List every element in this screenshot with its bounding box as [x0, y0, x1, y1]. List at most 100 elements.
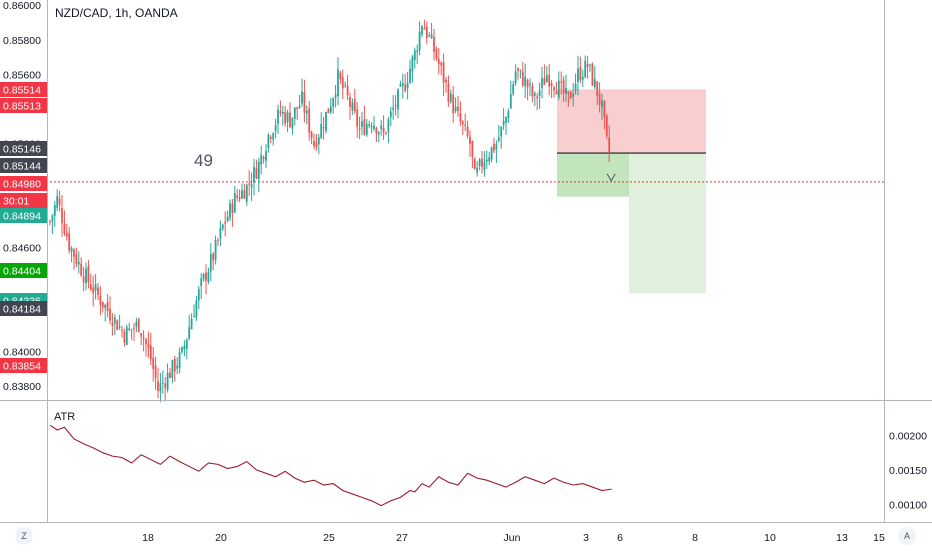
price-tag[interactable] [0, 193, 47, 208]
candle-body[interactable] [380, 125, 383, 129]
candle-body[interactable] [466, 126, 469, 137]
candle-body[interactable] [387, 119, 390, 133]
candle-body[interactable] [565, 87, 567, 95]
candle-body[interactable] [512, 84, 515, 94]
candle-body[interactable] [509, 94, 512, 109]
candle-body[interactable] [125, 326, 128, 346]
candle-body[interactable] [205, 272, 207, 281]
candle-body[interactable] [586, 63, 589, 68]
price-tag[interactable] [0, 301, 47, 316]
candle-body[interactable] [161, 382, 164, 384]
candle-body[interactable] [519, 69, 522, 71]
candle-body[interactable] [75, 254, 78, 264]
candle-body[interactable] [560, 81, 563, 83]
candle-body[interactable] [245, 184, 248, 202]
candle-body[interactable] [118, 326, 121, 328]
candle-body[interactable] [409, 68, 411, 83]
candle-body[interactable] [591, 63, 594, 86]
candle-body[interactable] [569, 92, 572, 99]
candle-body[interactable] [197, 289, 200, 301]
candle-body[interactable] [428, 35, 431, 37]
candle-body[interactable] [289, 112, 291, 128]
candle-body[interactable] [358, 128, 361, 130]
candle-body[interactable] [193, 316, 195, 318]
candle-body[interactable] [495, 144, 498, 150]
candle-body[interactable] [305, 110, 308, 114]
candle-body[interactable] [356, 109, 359, 127]
candle-body[interactable] [178, 352, 181, 368]
candle-body[interactable] [418, 31, 421, 51]
candle-body[interactable] [310, 131, 313, 139]
candle-body[interactable] [416, 50, 419, 52]
candle-body[interactable] [545, 75, 548, 82]
candle-body[interactable] [377, 132, 380, 134]
price-tag[interactable] [0, 82, 47, 97]
candle-body[interactable] [99, 295, 102, 305]
candle-body[interactable] [274, 125, 277, 132]
candle-body[interactable] [337, 69, 339, 97]
candle-body[interactable] [183, 345, 186, 350]
candle-body[interactable] [56, 196, 59, 208]
candle-body[interactable] [279, 111, 282, 114]
candle-body[interactable] [154, 365, 157, 379]
candle-body[interactable] [524, 76, 527, 86]
candle-body[interactable] [442, 62, 445, 83]
candle-body[interactable] [529, 83, 531, 86]
candle-body[interactable] [497, 137, 500, 141]
candle-body[interactable] [601, 100, 603, 108]
candle-body[interactable] [301, 91, 303, 104]
target-zone-1[interactable] [557, 153, 629, 197]
candle-body[interactable] [214, 240, 217, 260]
candle-body[interactable] [593, 79, 596, 88]
candle-body[interactable] [49, 221, 51, 223]
candle-body[interactable] [224, 221, 227, 224]
candle-body[interactable] [207, 272, 210, 282]
candle-body[interactable] [169, 372, 171, 379]
candle-body[interactable] [85, 268, 87, 284]
candle-body[interactable] [332, 98, 335, 107]
candle-body[interactable] [485, 159, 488, 162]
candle-body[interactable] [94, 284, 97, 291]
candle-body[interactable] [65, 233, 68, 237]
candle-body[interactable] [317, 137, 320, 145]
candle-body[interactable] [605, 115, 608, 136]
candle-body[interactable] [171, 360, 174, 378]
candle-body[interactable] [322, 127, 325, 129]
candle-body[interactable] [531, 85, 534, 97]
candle-body[interactable] [87, 266, 90, 283]
candle-body[interactable] [370, 126, 373, 128]
candle-body[interactable] [351, 102, 354, 111]
candle-body[interactable] [430, 34, 433, 38]
candle-body[interactable] [61, 207, 63, 224]
target-zone-2[interactable] [629, 153, 706, 294]
candle-body[interactable] [471, 140, 474, 157]
candle-body[interactable] [389, 111, 392, 117]
candle-body[interactable] [392, 107, 395, 110]
candle-body[interactable] [461, 121, 464, 125]
candle-body[interactable] [488, 157, 491, 162]
candle-body[interactable] [423, 28, 426, 30]
candle-body[interactable] [454, 106, 457, 112]
pane-separator[interactable] [0, 400, 932, 401]
candle-body[interactable] [142, 337, 145, 339]
candle-body[interactable] [457, 106, 459, 111]
candle-body[interactable] [543, 78, 546, 85]
candle-body[interactable] [440, 62, 443, 66]
candle-body[interactable] [584, 60, 587, 78]
candle-body[interactable] [137, 318, 140, 332]
candle-body[interactable] [113, 317, 116, 324]
candle-body[interactable] [483, 161, 486, 170]
candle-body[interactable] [349, 97, 351, 108]
candle-body[interactable] [68, 233, 71, 251]
candle-body[interactable] [291, 117, 294, 129]
candle-body[interactable] [413, 50, 416, 61]
candle-body[interactable] [325, 111, 327, 132]
candle-body[interactable] [500, 126, 503, 137]
candle-body[interactable] [212, 253, 215, 261]
candle-body[interactable] [541, 78, 543, 88]
candle-body[interactable] [159, 383, 162, 392]
candle-body[interactable] [433, 36, 435, 52]
candle-body[interactable] [373, 125, 375, 129]
